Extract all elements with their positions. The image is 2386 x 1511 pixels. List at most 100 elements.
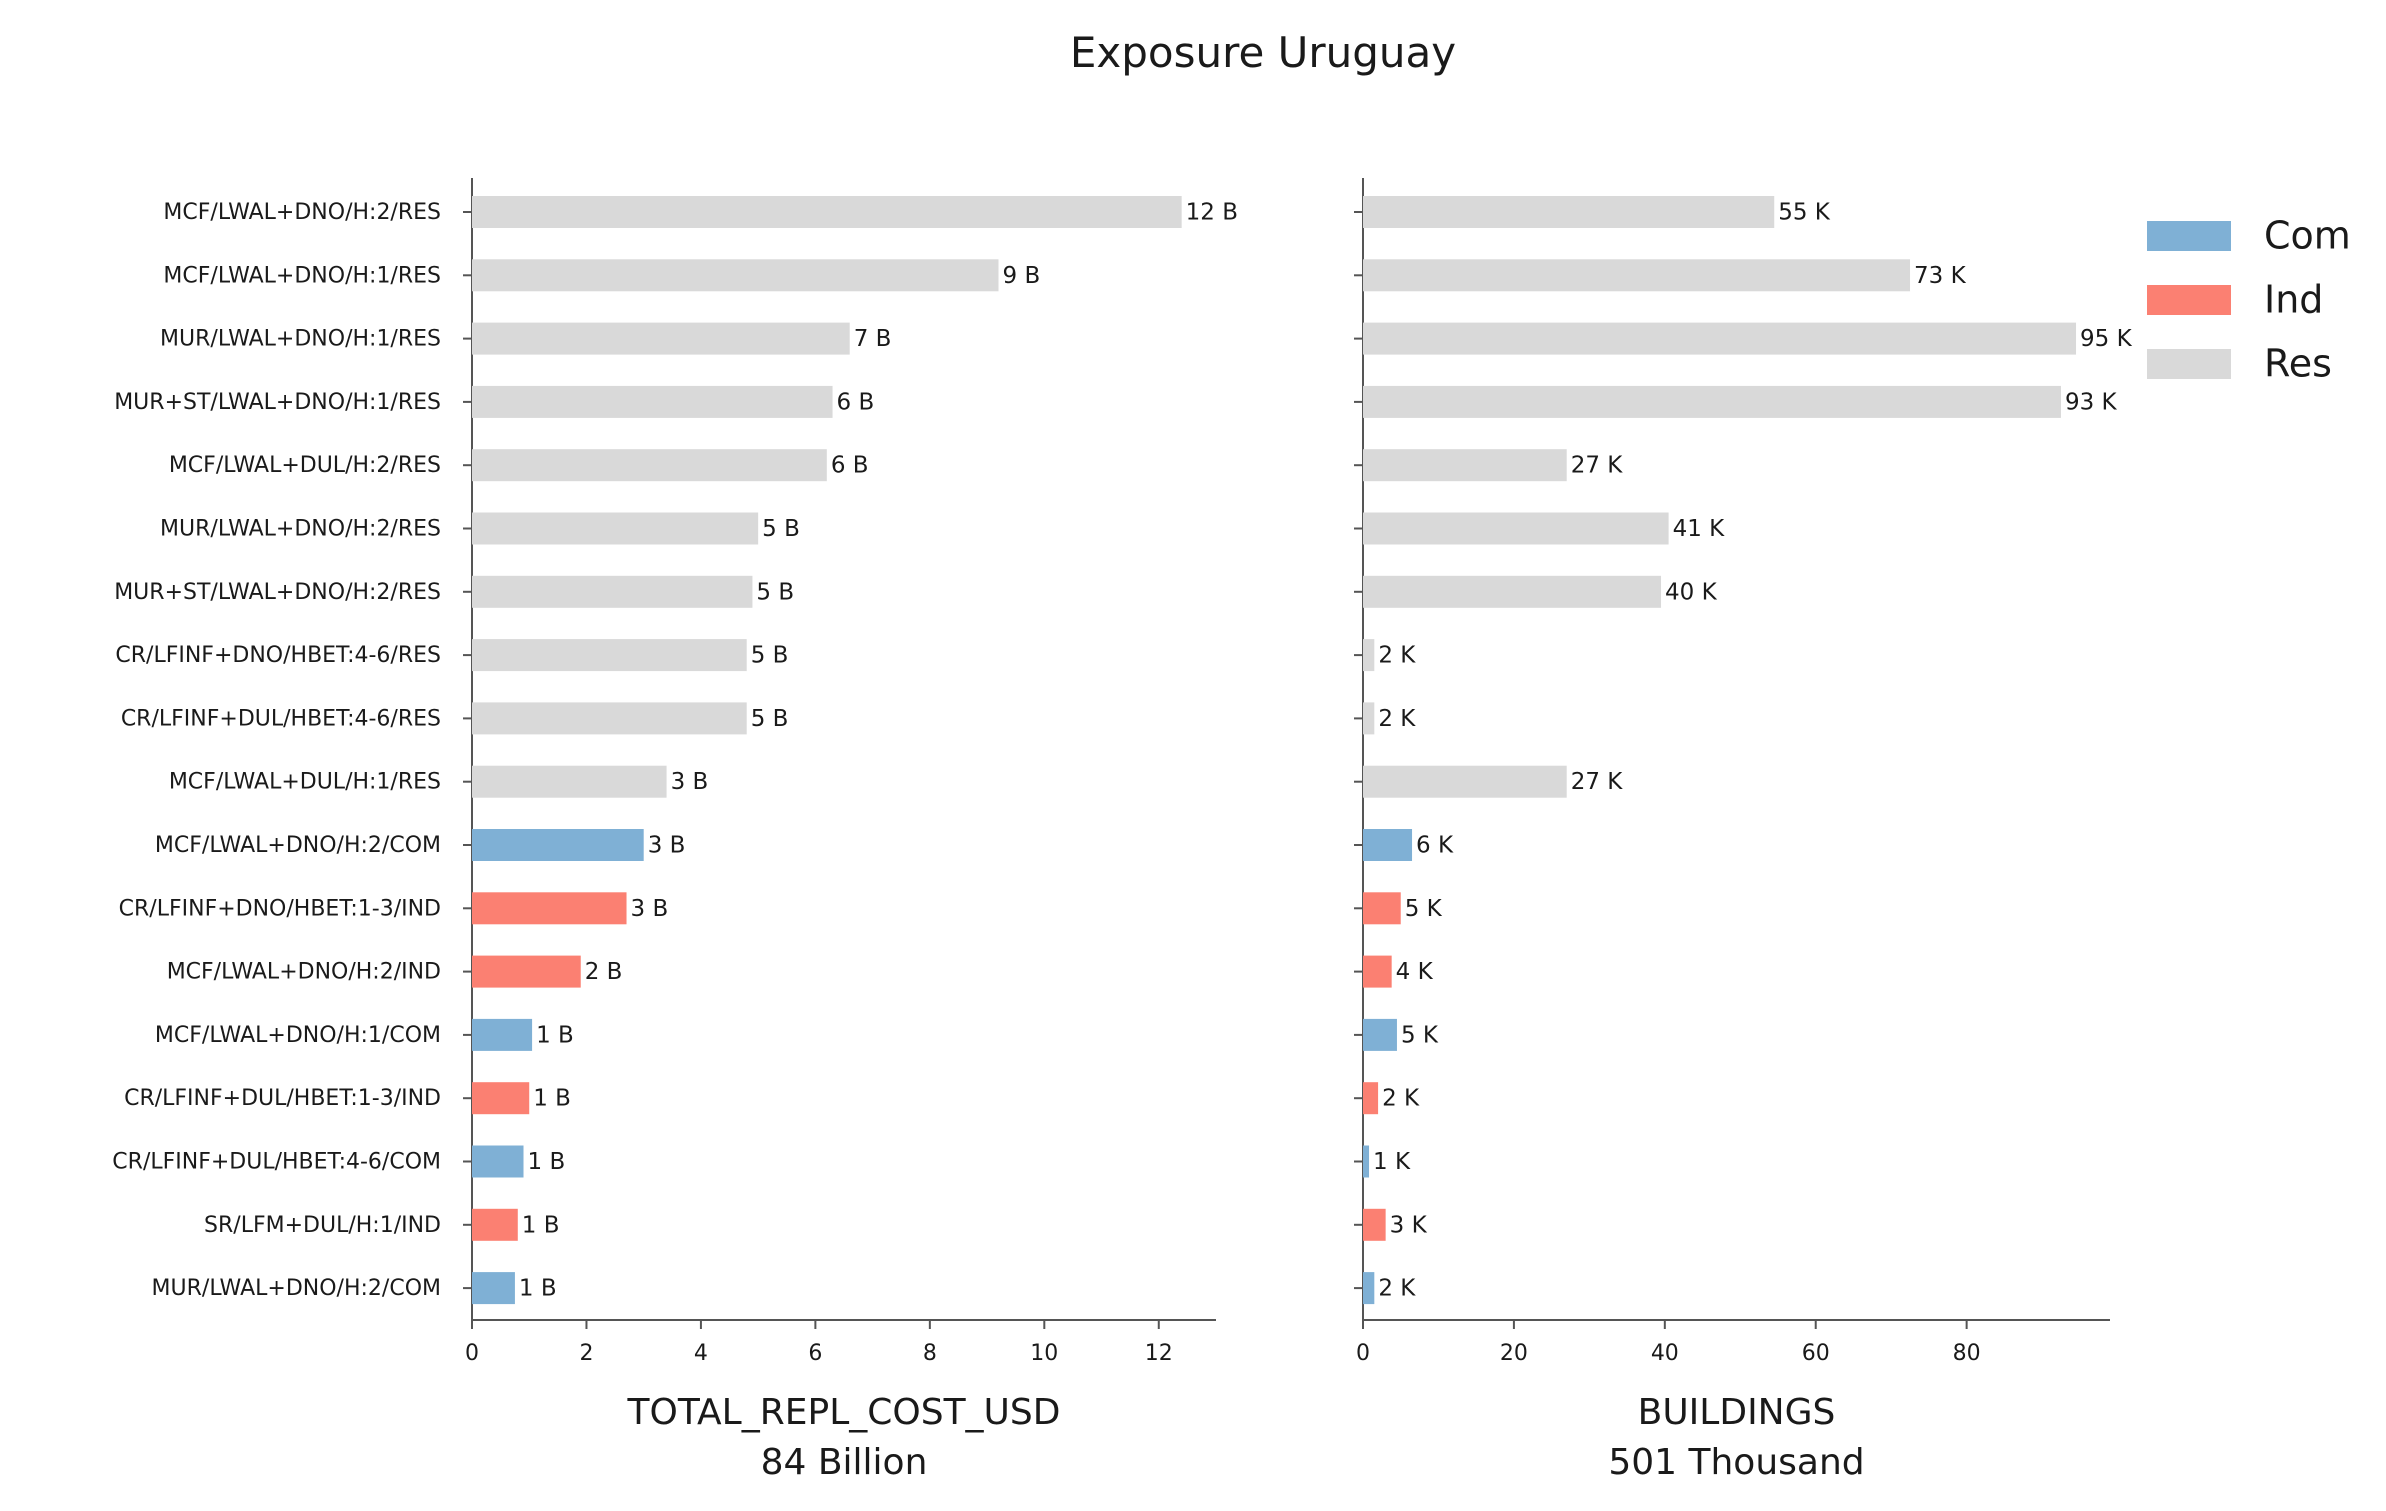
legend-swatch-ind [2147, 285, 2231, 315]
x-tick-label: 0 [465, 1341, 479, 1366]
data-label: 1 B [536, 1022, 574, 1048]
category-label: MCF/LWAL+DUL/H:1/RES [169, 770, 441, 795]
category-label: MUR/LWAL+DNO/H:1/RES [160, 327, 441, 352]
x-tick-label: 2 [579, 1341, 593, 1366]
data-label: 5 K [1401, 1022, 1439, 1048]
data-label: 2 B [585, 959, 623, 985]
data-label: 2 K [1378, 706, 1416, 732]
bar-mur-lwal-dno-h-2-res [1363, 512, 1669, 545]
bar-mcf-lwal-dul-h-2-res [472, 449, 827, 482]
legend-label: Res [2264, 342, 2332, 386]
data-label: 5 K [1405, 896, 1443, 922]
bar-mcf-lwal-dul-h-2-res [1363, 449, 1567, 482]
legend-swatch-com [2147, 221, 2231, 251]
data-label: 3 B [648, 833, 686, 859]
x-tick-label: 60 [1802, 1341, 1830, 1366]
data-label: 3 B [631, 896, 669, 922]
bar-mcf-lwal-dno-h-1-com [472, 1018, 533, 1051]
category-label: CR/LFINF+DUL/HBET:1-3/IND [124, 1086, 441, 1111]
data-label: 1 B [522, 1212, 560, 1238]
bar-mcf-lwal-dno-h-2-ind [472, 955, 581, 988]
data-label: 4 K [1396, 959, 1434, 985]
bar-mcf-lwal-dno-h-1-com [1363, 1018, 1397, 1051]
bar-mcf-lwal-dno-h-2-com [472, 829, 644, 861]
category-label: CR/LFINF+DUL/HBET:4-6/RES [121, 706, 441, 731]
data-label: 7 B [854, 326, 892, 352]
bar-cr-lfinf-dno-hbet-1-3-ind [1363, 892, 1401, 925]
data-label: 40 K [1665, 579, 1718, 605]
data-label: 5 B [762, 516, 800, 542]
x-tick-label: 8 [923, 1341, 937, 1366]
category-label: CR/LFINF+DUL/HBET:4-6/COM [112, 1150, 441, 1175]
bar-mcf-lwal-dno-h-2-res [472, 196, 1182, 228]
buildings-panel: 0 20 40 60 80 BUILDINGS 501 Thousand 55 K 73 K 95… [1354, 178, 2133, 1483]
chart-legend: Com Ind Res [2147, 214, 2351, 386]
x-tick-label: 12 [1145, 1341, 1173, 1366]
category-label: CR/LFINF+DNO/HBET:1-3/IND [119, 896, 441, 921]
data-label: 3 B [671, 769, 709, 795]
bar-mcf-lwal-dno-h-2-ind [1363, 955, 1392, 988]
bar-cr-lfinf-dul-hbet-4-6-com [1363, 1145, 1370, 1178]
x-axis-title: TOTAL_REPL_COST_USD [627, 1392, 1061, 1433]
bar-mcf-lwal-dno-h-1-res [472, 259, 999, 292]
data-label: 1 B [533, 1086, 571, 1112]
bar-cr-lfinf-dul-hbet-4-6-res [1363, 702, 1375, 735]
category-label: MUR+ST/LWAL+DNO/H:1/RES [114, 390, 441, 415]
chart-title: Exposure Uruguay [1070, 28, 1456, 77]
data-label: 5 B [751, 706, 789, 732]
data-label: 5 B [751, 643, 789, 669]
bar-cr-lfinf-dul-hbet-4-6-res [472, 702, 747, 735]
bar-mcf-lwal-dno-h-2-com [1363, 829, 1413, 861]
bar-cr-lfinf-dno-hbet-4-6-res [1363, 639, 1375, 672]
x-tick-label: 4 [694, 1341, 708, 1366]
category-label: MCF/LWAL+DNO/H:1/RES [163, 263, 441, 288]
bar-mur-st-lwal-dno-h-2-res [472, 575, 753, 608]
data-label: 93 K [2065, 389, 2118, 415]
bar-cr-lfinf-dul-hbet-1-3-ind [472, 1082, 530, 1115]
data-label: 12 B [1186, 200, 1238, 226]
bar-cr-lfinf-dno-hbet-4-6-res [472, 639, 747, 672]
data-label: 2 K [1378, 1276, 1416, 1302]
bar-cr-lfinf-dno-hbet-1-3-ind [472, 892, 627, 925]
bar-sr-lfm-dul-h-1-ind [472, 1208, 518, 1241]
data-label: 5 B [756, 579, 794, 605]
category-label: CR/LFINF+DNO/HBET:4-6/RES [115, 643, 441, 668]
legend-label: Com [2264, 214, 2351, 258]
data-label: 1 K [1373, 1149, 1411, 1175]
repl-cost-panel: 0 2 4 6 8 10 12 TOTAL_REPL_COST_USD 84 Billion 12… [112, 178, 1238, 1483]
x-tick-label: 40 [1651, 1341, 1679, 1366]
data-label: 2 K [1378, 643, 1416, 669]
bar-mur-st-lwal-dno-h-1-res [1363, 385, 2061, 418]
data-label: 3 K [1390, 1212, 1428, 1238]
bar-mur-lwal-dno-h-2-com [1363, 1272, 1375, 1305]
x-tick-label: 6 [808, 1341, 822, 1366]
bar-sr-lfm-dul-h-1-ind [1363, 1208, 1386, 1241]
category-label: MCF/LWAL+DNO/H:1/COM [155, 1023, 441, 1048]
category-label: MCF/LWAL+DNO/H:2/RES [163, 200, 441, 225]
category-label: MCF/LWAL+DNO/H:2/COM [155, 833, 441, 858]
data-label: 41 K [1673, 516, 1726, 542]
bar-mcf-lwal-dul-h-1-res [1363, 765, 1567, 798]
data-label: 95 K [2080, 326, 2133, 352]
x-axis-subtitle: 84 Billion [761, 1442, 928, 1483]
data-label: 27 K [1571, 769, 1624, 795]
bar-mcf-lwal-dno-h-2-res [1363, 196, 1775, 228]
bar-mcf-lwal-dul-h-1-res [472, 765, 667, 798]
x-tick-label: 0 [1356, 1341, 1370, 1366]
bar-mur-lwal-dno-h-2-com [472, 1272, 515, 1305]
bar-mur-st-lwal-dno-h-2-res [1363, 575, 1662, 608]
data-label: 2 K [1382, 1086, 1420, 1112]
data-label: 73 K [1914, 263, 1967, 289]
category-label: MUR/LWAL+DNO/H:2/COM [152, 1276, 441, 1301]
data-label: 27 K [1571, 453, 1624, 479]
data-label: 6 K [1416, 833, 1454, 859]
bar-mur-lwal-dno-h-2-res [472, 512, 759, 545]
category-label: MUR/LWAL+DNO/H:2/RES [160, 517, 441, 542]
x-tick-label: 20 [1500, 1341, 1528, 1366]
category-label: MCF/LWAL+DUL/H:2/RES [169, 453, 441, 478]
data-label: 55 K [1778, 200, 1831, 226]
bar-cr-lfinf-dul-hbet-1-3-ind [1363, 1082, 1379, 1115]
category-label: MUR+ST/LWAL+DNO/H:2/RES [114, 580, 441, 605]
legend-label: Ind [2264, 278, 2323, 322]
